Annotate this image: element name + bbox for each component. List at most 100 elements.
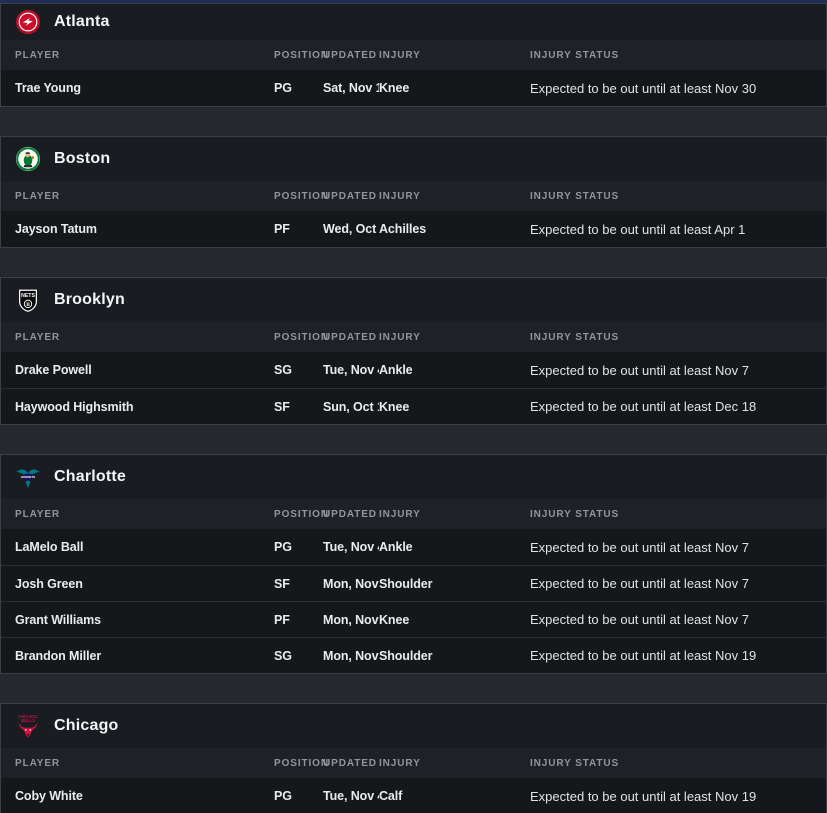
column-header-player: PLAYER — [15, 331, 61, 343]
injury-table-row: Jayson Tatum PF Wed, Oct 1 Achilles Expe… — [1, 211, 826, 247]
atlanta-hawks-logo — [15, 9, 41, 35]
injury-updated-date: Sun, Oct 19 — [323, 399, 379, 414]
injury-type: Achilles — [379, 222, 427, 236]
team-header[interactable]: Atlanta — [1, 4, 826, 40]
injury-table-row: Brandon Miller SG Mon, Nov 3 Shoulder Ex… — [1, 637, 826, 673]
player-name-link[interactable]: Brandon Miller — [15, 648, 102, 663]
column-header-row: PLAYER POSITION UPDATED INJURY INJURY ST… — [1, 499, 826, 529]
player-name-link[interactable]: Grant Williams — [15, 612, 102, 627]
team-name[interactable]: Charlotte — [54, 468, 127, 485]
player-name-link[interactable]: Coby White — [15, 789, 83, 803]
column-header-injury: INJURY — [379, 49, 421, 61]
column-header-position: POSITION — [274, 508, 329, 520]
column-header-injury: INJURY — [379, 508, 421, 520]
injury-table-row: LaMelo Ball PG Tue, Nov 4 Ankle Expected… — [1, 529, 826, 565]
injury-type: Knee — [379, 612, 410, 627]
team-logo-slot: HORNETS — [15, 464, 41, 490]
team-logo-slot — [15, 9, 41, 35]
team-section: NETS B Brooklyn PLAYER POSITION UPDATED … — [0, 277, 827, 425]
player-name-link[interactable]: LaMelo Ball — [15, 540, 84, 554]
team-rows: Jayson Tatum PF Wed, Oct 1 Achilles Expe… — [1, 211, 826, 247]
column-header-injury: INJURY — [379, 190, 421, 202]
team-name[interactable]: Chicago — [54, 717, 119, 734]
svg-text:BULLS: BULLS — [21, 718, 35, 723]
injury-updated-date: Wed, Oct 1 — [323, 222, 379, 236]
player-name-link[interactable]: Josh Green — [15, 576, 83, 591]
column-header-updated: UPDATED — [323, 190, 377, 202]
injury-status: Expected to be out until at least Nov 19 — [530, 648, 757, 663]
column-header-position: POSITION — [274, 757, 329, 769]
injury-status: Expected to be out until at least Nov 19 — [530, 788, 757, 804]
player-name-link[interactable]: Jayson Tatum — [15, 222, 97, 236]
team-rows: Trae Young PG Sat, Nov 1 Knee Expected t… — [1, 70, 826, 106]
team-header[interactable]: NETS B Brooklyn — [1, 278, 826, 322]
injury-type: Shoulder — [379, 648, 433, 663]
column-header-injury: INJURY — [379, 331, 421, 343]
player-position: PG — [274, 81, 292, 95]
team-header[interactable]: Boston — [1, 137, 826, 181]
column-header-player: PLAYER — [15, 49, 61, 61]
injury-type: Knee — [379, 81, 410, 95]
injury-status: Expected to be out until at least Dec 18 — [530, 399, 757, 414]
column-header-injury-status: INJURY STATUS — [530, 190, 620, 202]
injuries-list: Atlanta PLAYER POSITION UPDATED INJURY I… — [0, 3, 827, 813]
brooklyn-nets-logo: NETS B — [19, 289, 37, 312]
team-header[interactable]: HORNETS Charlotte — [1, 455, 826, 499]
svg-text:HORNETS: HORNETS — [21, 475, 36, 479]
column-header-updated: UPDATED — [323, 49, 377, 61]
injury-table-row: Trae Young PG Sat, Nov 1 Knee Expected t… — [1, 70, 826, 106]
injury-updated-date: Sat, Nov 1 — [323, 81, 379, 95]
team-section: Atlanta PLAYER POSITION UPDATED INJURY I… — [0, 3, 827, 107]
column-header-row: PLAYER POSITION UPDATED INJURY INJURY ST… — [1, 322, 826, 352]
svg-text:B: B — [26, 302, 30, 308]
injury-updated-date: Mon, Nov 3 — [323, 576, 379, 591]
injury-status: Expected to be out until at least Nov 7 — [530, 576, 749, 591]
injury-table-row: Haywood Highsmith SF Sun, Oct 19 Knee Ex… — [1, 388, 826, 424]
player-position: PF — [274, 612, 290, 627]
player-position: PG — [274, 540, 292, 554]
player-position: SF — [274, 399, 290, 414]
injury-updated-date: Tue, Nov 4 — [323, 789, 379, 803]
team-rows: Coby White PG Tue, Nov 4 Calf Expected t… — [1, 778, 826, 813]
injury-status: Expected to be out until at least Nov 7 — [530, 612, 749, 627]
team-name[interactable]: Atlanta — [54, 13, 110, 30]
team-header[interactable]: CHICAGO BULLS Chicago — [1, 704, 826, 748]
injury-table-row: Coby White PG Tue, Nov 4 Calf Expected t… — [1, 778, 826, 813]
column-header-position: POSITION — [274, 190, 329, 202]
column-header-updated: UPDATED — [323, 508, 377, 520]
column-header-injury-status: INJURY STATUS — [530, 757, 620, 769]
injury-updated-date: Mon, Nov 3 — [323, 612, 379, 627]
injury-status: Expected to be out until at least Apr 1 — [530, 221, 746, 237]
injury-type: Shoulder — [379, 576, 433, 591]
player-position: SG — [274, 363, 292, 377]
injury-table-row: Grant Williams PF Mon, Nov 3 Knee Expect… — [1, 601, 826, 637]
team-rows: Drake Powell SG Tue, Nov 4 Ankle Expecte… — [1, 352, 826, 424]
injury-type: Ankle — [379, 540, 413, 554]
injury-type: Calf — [379, 789, 403, 803]
team-logo-slot — [15, 146, 41, 172]
column-header-injury-status: INJURY STATUS — [530, 508, 620, 520]
column-header-player: PLAYER — [15, 757, 61, 769]
team-name[interactable]: Boston — [54, 150, 111, 167]
team-name[interactable]: Brooklyn — [54, 291, 125, 308]
injury-updated-date: Tue, Nov 4 — [323, 363, 379, 377]
column-header-row: PLAYER POSITION UPDATED INJURY INJURY ST… — [1, 181, 826, 211]
player-name-link[interactable]: Drake Powell — [15, 363, 92, 377]
column-header-row: PLAYER POSITION UPDATED INJURY INJURY ST… — [1, 748, 826, 778]
column-header-injury: INJURY — [379, 757, 421, 769]
svg-text:NETS: NETS — [21, 293, 35, 299]
player-position: SF — [274, 576, 290, 591]
column-header-position: POSITION — [274, 49, 329, 61]
charlotte-hornets-logo: HORNETS — [16, 469, 40, 489]
team-rows: LaMelo Ball PG Tue, Nov 4 Ankle Expected… — [1, 529, 826, 673]
column-header-updated: UPDATED — [323, 757, 377, 769]
player-position: PG — [274, 789, 292, 803]
player-name-link[interactable]: Haywood Highsmith — [15, 399, 134, 414]
player-name-link[interactable]: Trae Young — [15, 81, 81, 95]
player-position: PF — [274, 222, 290, 236]
column-header-player: PLAYER — [15, 508, 61, 520]
boston-celtics-logo — [15, 146, 41, 172]
top-accent-bar — [0, 0, 827, 3]
chicago-bulls-logo: CHICAGO BULLS — [18, 714, 38, 738]
column-header-updated: UPDATED — [323, 331, 377, 343]
